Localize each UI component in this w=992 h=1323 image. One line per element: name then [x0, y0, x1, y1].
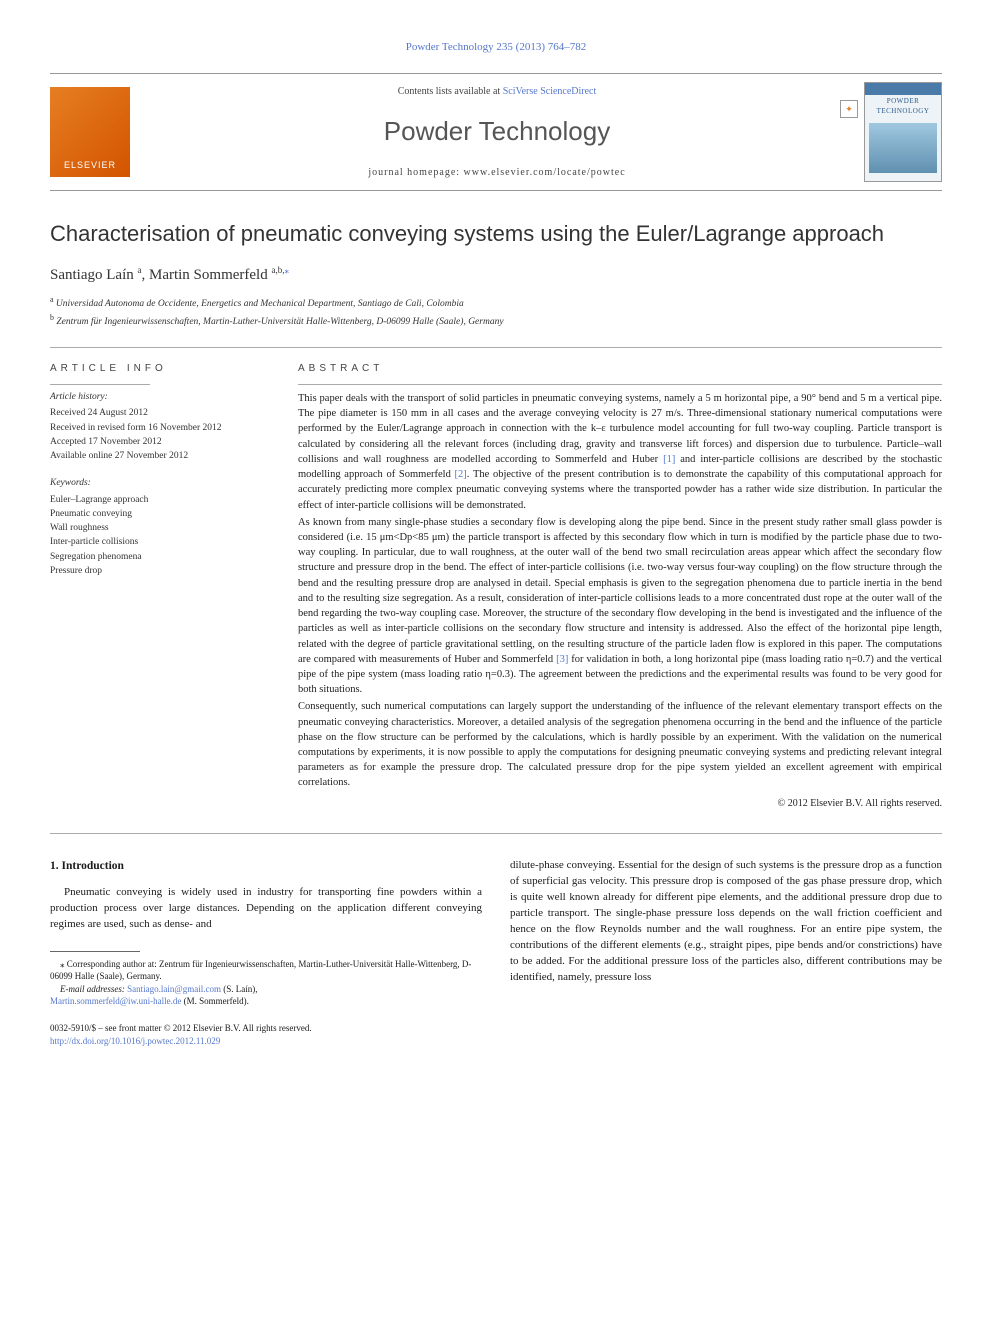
- ref-link-2[interactable]: [2]: [455, 469, 467, 480]
- abstract-p2a: As known from many single-phase studies …: [298, 517, 942, 665]
- history-received: Received 24 August 2012: [50, 406, 264, 420]
- email-person-2: (M. Sommerfeld).: [181, 996, 249, 1006]
- journal-header: ELSEVIER Contents lists available at Sci…: [50, 73, 942, 191]
- keyword-1: Euler–Lagrange approach: [50, 493, 264, 507]
- abstract-p3: Consequently, such numerical computation…: [298, 699, 942, 790]
- journal-citation[interactable]: Powder Technology 235 (2013) 764–782: [50, 40, 942, 55]
- keywords-heading: Keywords:: [50, 477, 264, 490]
- keyword-3: Wall roughness: [50, 521, 264, 535]
- body-columns: 1. Introduction Pneumatic conveying is w…: [50, 858, 942, 1047]
- abstract-column: abstract This paper deals with the trans…: [278, 348, 942, 825]
- footnote-separator: [50, 951, 140, 952]
- front-matter-block: 0032-5910/$ – see front matter © 2012 El…: [50, 1022, 482, 1047]
- article-info-sidebar: article info Article history: Received 2…: [50, 348, 278, 825]
- email-link-2[interactable]: Martin.sommerfeld@iw.uni-halle.de: [50, 996, 181, 1006]
- journal-title: Powder Technology: [150, 113, 844, 149]
- publisher-logo: ELSEVIER: [50, 87, 130, 177]
- history-online: Available online 27 November 2012: [50, 449, 264, 463]
- author-1[interactable]: Santiago Laín: [50, 267, 134, 283]
- history-heading: Article history:: [50, 391, 264, 404]
- copyright-line: © 2012 Elsevier B.V. All rights reserved…: [298, 797, 942, 812]
- affil-b-sup: b: [50, 313, 54, 322]
- author-2-affil: a,b,: [271, 265, 284, 275]
- body-col-1-text: Pneumatic conveying is widely used in in…: [50, 885, 482, 933]
- section-1-title: 1. Introduction: [50, 858, 482, 875]
- article-title: Characterisation of pneumatic conveying …: [50, 219, 942, 250]
- email-label: E-mail addresses:: [60, 984, 127, 994]
- footnotes: ⁎ Corresponding author at: Zentrum für I…: [50, 958, 482, 1008]
- corresponding-marker[interactable]: ⁎: [284, 265, 289, 275]
- email-person-1: (S. Laín),: [221, 984, 258, 994]
- authors-line: Santiago Laín a, Martin Sommerfeld a,b,⁎: [50, 264, 942, 286]
- corresponding-footnote: ⁎ Corresponding author at: Zentrum für I…: [50, 958, 482, 983]
- author-2[interactable]: Martin Sommerfeld: [149, 267, 268, 283]
- publisher-logo-text: ELSEVIER: [64, 159, 116, 172]
- abstract-heading: abstract: [298, 362, 942, 376]
- homepage-prefix: journal homepage:: [368, 167, 463, 178]
- author-1-affil: a: [137, 265, 141, 275]
- homepage-url[interactable]: www.elsevier.com/locate/powtec: [464, 167, 626, 178]
- affiliations: a Universidad Autonoma de Occidente, Ene…: [50, 294, 942, 329]
- contents-line: Contents lists available at SciVerse Sci…: [150, 85, 844, 99]
- keyword-2: Pneumatic conveying: [50, 507, 264, 521]
- front-matter-line: 0032-5910/$ – see front matter © 2012 El…: [50, 1022, 482, 1035]
- body-col-2-text: dilute-phase conveying. Essential for th…: [510, 858, 942, 986]
- sciencedirect-link[interactable]: SciVerse ScienceDirect: [503, 86, 597, 97]
- history-accepted: Accepted 17 November 2012: [50, 435, 264, 449]
- keyword-4: Inter-particle collisions: [50, 535, 264, 549]
- ref-link-1[interactable]: [1]: [663, 454, 675, 465]
- contents-prefix: Contents lists available at: [398, 86, 503, 97]
- body-col-right: dilute-phase conveying. Essential for th…: [510, 858, 942, 1047]
- affil-a: Universidad Autonoma de Occidente, Energ…: [56, 299, 464, 309]
- journal-cover-thumbnail[interactable]: POWDER TECHNOLOGY: [864, 82, 942, 182]
- doi-link[interactable]: http://dx.doi.org/10.1016/j.powtec.2012.…: [50, 1036, 220, 1046]
- email-link-1[interactable]: Santiago.lain@gmail.com: [127, 984, 221, 994]
- divider: [50, 833, 942, 834]
- crossmark-icon[interactable]: ✦: [840, 100, 858, 118]
- body-col-left: 1. Introduction Pneumatic conveying is w…: [50, 858, 482, 1047]
- affil-b: Zentrum für Ingenieurwissenschaften, Mar…: [56, 317, 503, 327]
- keyword-6: Pressure drop: [50, 564, 264, 578]
- homepage-line: journal homepage: www.elsevier.com/locat…: [150, 166, 844, 180]
- ref-link-3[interactable]: [3]: [556, 654, 568, 665]
- abstract-body: This paper deals with the transport of s…: [298, 391, 942, 811]
- keyword-5: Segregation phenomena: [50, 550, 264, 564]
- cover-label: POWDER TECHNOLOGY: [865, 95, 941, 119]
- article-info-heading: article info: [50, 362, 264, 376]
- affil-a-sup: a: [50, 295, 54, 304]
- history-revised: Received in revised form 16 November 201…: [50, 421, 264, 435]
